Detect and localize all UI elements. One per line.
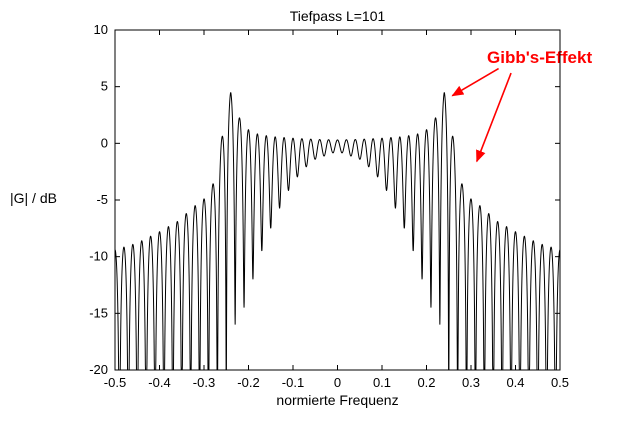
y-tick-label: -15 (89, 305, 108, 320)
x-axis-label: normierte Frequenz (276, 392, 399, 408)
x-tick-label: 0.4 (506, 375, 524, 390)
y-tick-label: 10 (94, 22, 108, 37)
gibbs-arrow-2 (476, 72, 512, 163)
y-tick-label: 5 (101, 79, 108, 94)
x-tick-label: 0.1 (373, 375, 391, 390)
y-tick-label: -10 (89, 249, 108, 264)
x-tick-label: 0.3 (462, 375, 480, 390)
y-tick-label: -5 (96, 192, 108, 207)
plot-border (114, 29, 561, 371)
gibbs-arrow-1 (451, 67, 499, 97)
x-tick-label: -0.2 (237, 375, 259, 390)
y-axis-label: |G| / dB (10, 190, 57, 206)
y-tick-label: 0 (101, 135, 108, 150)
x-tick-label: -0.1 (282, 375, 304, 390)
x-tick-label: 0.5 (551, 375, 569, 390)
gibbs-effect-annotation: Gibb's-Effekt (487, 48, 593, 67)
x-tick-label: -0.5 (104, 375, 126, 390)
x-tick-label: 0 (334, 375, 341, 390)
x-tick-label: -0.3 (193, 375, 215, 390)
y-tick-label: -20 (89, 362, 108, 377)
x-tick-label: -0.4 (148, 375, 170, 390)
magnitude-curve (114, 92, 561, 371)
x-tick-label: 0.2 (417, 375, 435, 390)
chart-title: Tiefpass L=101 (289, 8, 386, 24)
